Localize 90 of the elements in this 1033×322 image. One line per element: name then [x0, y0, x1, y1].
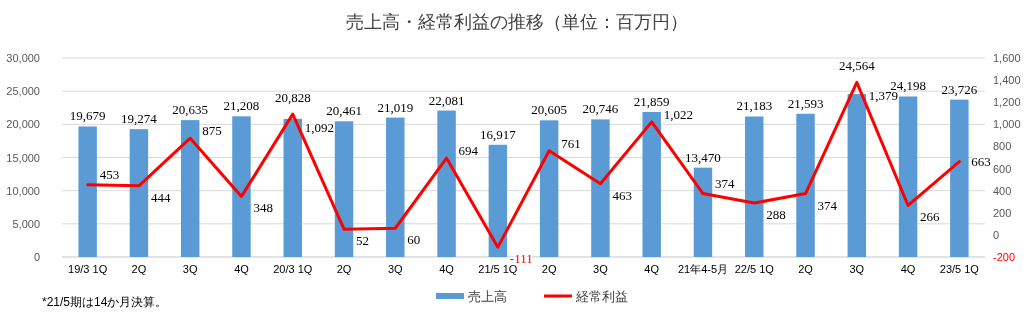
y2-tick-label: -200	[993, 251, 1016, 263]
x-tick-label: 19/3 1Q	[68, 263, 108, 275]
bar	[129, 129, 149, 257]
data-label: 663	[971, 153, 991, 169]
data-label: 761	[561, 135, 581, 151]
x-tick-label: 2Q	[336, 263, 352, 275]
legend-label: 経常利益	[575, 289, 628, 304]
data-label: 444	[150, 189, 171, 205]
data-label: 13,470	[685, 149, 721, 165]
y-tick-label: 10,000	[6, 184, 40, 197]
x-tick-label: 2Q	[798, 263, 814, 275]
data-label: 20,461	[326, 103, 362, 119]
bar	[642, 112, 661, 257]
data-label: 60	[407, 232, 421, 248]
data-label: 453	[99, 166, 120, 182]
data-label: 19,274	[121, 111, 158, 127]
x-tick-label: 3Q	[182, 263, 198, 275]
data-label: 348	[253, 200, 273, 216]
y2-tick-label: 1,400	[993, 74, 1021, 87]
bar	[539, 120, 559, 257]
x-tick-label: 4Q	[900, 263, 916, 275]
y2-tick-label: 1,600	[993, 52, 1021, 64]
bar	[283, 118, 302, 257]
x-tick-label: 4Q	[439, 263, 455, 275]
data-label: 374	[714, 175, 735, 191]
x-tick-label: 23/5 1Q	[939, 263, 980, 275]
data-label: 21,183	[736, 98, 773, 114]
x-tick-label: 21/5 1Q	[478, 263, 518, 275]
y2-tick-label: 600	[993, 162, 1012, 175]
chart-title: 売上高・経常利益の推移（単位：百万円）	[345, 12, 688, 32]
data-label: 288	[766, 207, 786, 223]
data-label: 20,605	[531, 102, 568, 118]
data-label: 266	[920, 209, 941, 225]
bar	[488, 144, 508, 257]
y2-tick-label: 800	[993, 140, 1012, 153]
bar	[950, 99, 969, 257]
y-tick-label: 15,000	[6, 151, 40, 164]
data-label: 1,092	[304, 120, 334, 136]
bar	[796, 113, 815, 257]
x-tick-label: 22/5 1Q	[734, 263, 775, 275]
data-label: 20,746	[582, 101, 619, 117]
data-label: 16,917	[479, 126, 517, 142]
y-tick-label: 20,000	[6, 118, 40, 131]
bar	[232, 116, 251, 257]
data-label: 19,679	[69, 108, 106, 124]
x-tick-label: 20/3 1Q	[273, 263, 313, 275]
data-label: 20,828	[274, 90, 311, 106]
data-label: 23,726	[941, 81, 978, 97]
data-label: 22,081	[428, 92, 465, 108]
x-tick-label: 4Q	[644, 263, 660, 275]
bar	[693, 167, 713, 257]
data-label: 374	[817, 197, 838, 213]
legend-label: 売上高	[468, 289, 507, 304]
y2-tick-label: 0	[993, 228, 1000, 241]
data-label: 1,022	[663, 106, 693, 122]
y-tick-label: 0	[33, 251, 40, 263]
bar	[847, 94, 867, 257]
data-label: 21,208	[223, 98, 260, 114]
y-tick-label: 25,000	[6, 85, 40, 98]
x-tick-label: 3Q	[387, 263, 404, 275]
bar	[898, 96, 918, 257]
bar	[180, 120, 200, 257]
bar	[745, 116, 764, 257]
bar	[591, 119, 610, 257]
bar	[437, 110, 456, 257]
bar	[78, 126, 97, 257]
data-label: 875	[202, 123, 222, 139]
y-tick-label: 30,000	[6, 52, 40, 64]
data-label: 694	[458, 143, 479, 159]
y2-tick-label: 200	[993, 206, 1012, 219]
x-tick-label: 3Q	[849, 263, 865, 275]
data-label: 21,859	[633, 94, 670, 109]
data-label: 21,019	[377, 99, 414, 115]
x-tick-label: 2Q	[131, 263, 147, 275]
data-label: 21,593	[787, 95, 824, 111]
data-label: 463	[612, 187, 632, 203]
data-label: 52	[356, 233, 370, 249]
text: *21/5期は14か月決算。	[42, 295, 168, 309]
y-tick-label: 5,000	[12, 217, 40, 230]
bar	[386, 117, 405, 257]
x-tick-label: 3Q	[593, 263, 609, 275]
data-label: 20,635	[172, 102, 209, 118]
y2-tick-label: 1,200	[993, 96, 1021, 109]
x-tick-label: 4Q	[234, 263, 250, 275]
x-tick-label: 21年4-5月	[677, 263, 729, 275]
bar	[334, 121, 354, 257]
y2-tick-label: 1,000	[993, 118, 1021, 131]
data-label: 24,564	[838, 58, 876, 74]
y2-tick-label: 400	[993, 184, 1012, 197]
x-tick-label: 2Q	[541, 263, 557, 275]
